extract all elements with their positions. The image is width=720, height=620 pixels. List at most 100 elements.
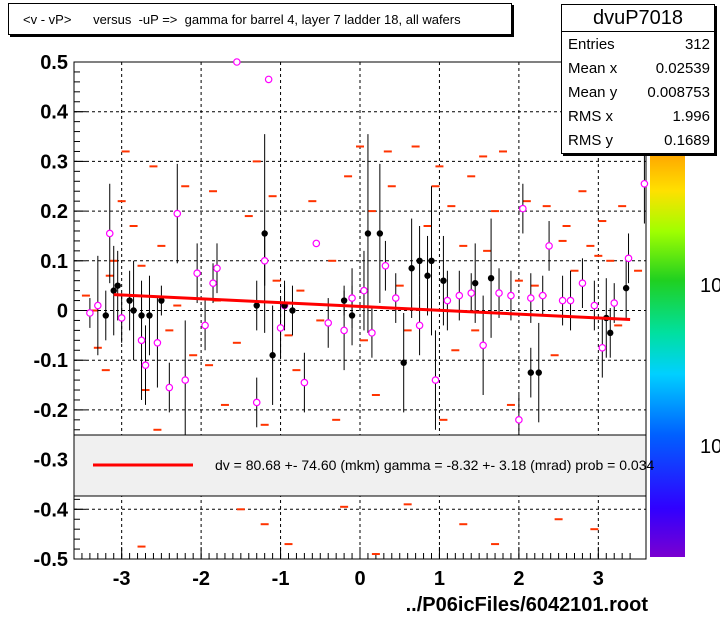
open-point — [538, 291, 547, 300]
open-point — [624, 254, 633, 263]
open-point — [381, 261, 390, 270]
open-point — [324, 319, 333, 327]
filled-point — [424, 272, 431, 279]
filled-point — [340, 297, 348, 304]
x-tick-label: -2 — [192, 568, 210, 590]
y-tick-label: 0 — [57, 301, 68, 323]
filled-point — [289, 307, 296, 314]
open-point — [391, 294, 400, 302]
stats-panel: dvuP7018 Entries 312 Mean x 0.02539 Mean… — [561, 4, 715, 154]
filled-point — [114, 282, 121, 289]
filled-point — [408, 265, 415, 272]
stat-value: 0.02539 — [655, 60, 710, 77]
filled-point — [348, 312, 356, 319]
y-tick-label: 0.2 — [40, 201, 68, 223]
filled-point — [535, 369, 542, 376]
filled-point — [110, 287, 117, 294]
open-point — [360, 286, 368, 295]
open-point — [94, 301, 102, 310]
open-point — [415, 321, 424, 330]
x-tick-label: 2 — [513, 568, 524, 590]
filled-point — [376, 230, 384, 237]
open-point — [173, 209, 182, 218]
open-point — [368, 329, 376, 337]
open-point — [348, 294, 356, 302]
filled-point — [527, 369, 535, 376]
open-points — [86, 58, 649, 424]
filled-point — [269, 352, 276, 359]
open-point — [455, 291, 464, 300]
stat-label: RMS x — [568, 108, 613, 125]
filled-point — [146, 312, 153, 319]
stat-rms-x: RMS x 1.996 — [562, 104, 714, 128]
stat-label: Mean y — [568, 84, 618, 101]
open-point — [201, 321, 209, 330]
filled-point — [261, 230, 268, 237]
open-point — [527, 294, 535, 302]
y-tick-label: 0.4 — [40, 102, 69, 124]
filled-point — [130, 307, 137, 314]
open-point — [507, 291, 515, 300]
stat-label: RMS y — [568, 132, 613, 149]
y-tick-label: 0.3 — [40, 151, 68, 173]
stat-value: 1.996 — [672, 108, 710, 125]
filled-point — [400, 359, 407, 366]
x-tick-label: 0 — [354, 568, 365, 590]
open-point — [141, 361, 150, 369]
y-tick-label: -0.1 — [34, 350, 68, 372]
x-tick-labels: -3 -2 -1 0 1 2 3 — [113, 568, 604, 590]
open-point — [566, 296, 575, 305]
color-palette — [650, 150, 685, 557]
y-tick-label: -0.5 — [34, 549, 68, 571]
axis-ticks — [74, 61, 631, 560]
stat-label: Entries — [568, 36, 615, 53]
filled-point — [253, 302, 260, 309]
filled-point — [428, 257, 435, 264]
open-point — [300, 378, 309, 387]
open-point — [181, 376, 190, 384]
open-point — [479, 341, 487, 350]
filled-point — [471, 279, 479, 287]
chart-title: <v - vP> versus -uP => gamma for barrel … — [8, 3, 512, 35]
y-tick-label: -0.3 — [34, 450, 68, 472]
fit-line — [113, 293, 631, 321]
open-point — [467, 289, 476, 297]
open-point — [193, 269, 201, 278]
open-point — [117, 314, 126, 322]
open-point — [137, 336, 146, 345]
filled-point — [622, 284, 630, 292]
stat-value: 0.1689 — [664, 132, 710, 149]
open-point — [431, 376, 440, 384]
open-point — [590, 301, 599, 310]
open-point — [260, 256, 269, 265]
filled-point — [416, 257, 423, 264]
open-point — [165, 383, 174, 392]
y-tick-label: -0.2 — [34, 400, 68, 422]
y-tick-labels: -0.5 -0.4 -0.3 -0.2 -0.1 0 0.1 0.2 0.3 0.4 0.5 — [34, 52, 69, 571]
open-point — [495, 289, 503, 297]
legend-text: dv = 80.68 +- 74.60 (mkm) gamma = -8.32 … — [215, 457, 654, 473]
filled-point — [102, 312, 109, 319]
y-tick-label: 0.1 — [40, 251, 68, 273]
open-point — [443, 296, 452, 305]
palette-tick-label-lower: 10 — [700, 436, 720, 458]
open-point — [213, 264, 221, 273]
stat-value: 0.008753 — [647, 84, 710, 101]
palette-tick-label-upper: 10 — [700, 275, 720, 297]
stat-mean-x: Mean x 0.02539 — [562, 56, 714, 80]
filled-point — [440, 277, 447, 284]
open-point — [86, 309, 94, 317]
open-point — [545, 242, 553, 250]
open-point — [252, 398, 261, 407]
stat-entries: Entries 312 — [562, 32, 714, 56]
filled-point — [126, 297, 133, 304]
open-point — [640, 179, 649, 188]
source-file-label: ../P06icFiles/6042101.root — [405, 594, 648, 616]
open-point — [264, 75, 273, 84]
open-point — [209, 279, 217, 287]
stat-value: 312 — [684, 36, 710, 53]
histogram-name: dvuP7018 — [562, 5, 714, 32]
open-point — [233, 58, 241, 66]
filled-points — [102, 230, 630, 376]
